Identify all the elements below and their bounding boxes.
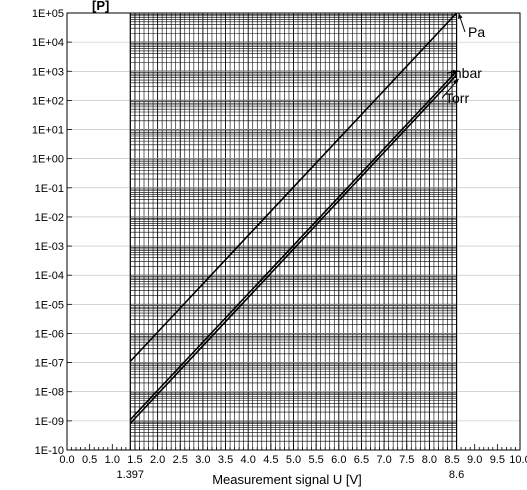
axes <box>66 12 521 451</box>
x-tick-label: 6.0 <box>331 454 346 466</box>
x-tick-label: 9.5 <box>490 454 505 466</box>
y-tick-label: 1E+05 <box>32 8 64 20</box>
y-tick-label: 1E-02 <box>35 212 64 224</box>
y-tick-label: 1E+03 <box>32 66 64 78</box>
y-tick-label: 1E-10 <box>35 445 64 457</box>
y-tick-label: 1E-08 <box>35 387 64 399</box>
y-tick-label: 1E-01 <box>35 183 64 195</box>
x-tick-label: 1.0 <box>105 454 120 466</box>
x-tick-label: 7.0 <box>376 454 391 466</box>
y-tick-label: 1E-09 <box>35 416 64 428</box>
y-tick-label: 1E+04 <box>32 37 64 49</box>
x-axis-label: Measurement signal U [V] <box>212 472 362 487</box>
y-tick-label: 1E-06 <box>35 328 64 340</box>
x-range-label: 1.397 <box>117 469 145 481</box>
series-line-torr <box>129 74 458 424</box>
x-tick-label: 2.5 <box>173 454 188 466</box>
x-tick-label: 2.0 <box>150 454 165 466</box>
series-label-torr: Torr <box>445 90 469 106</box>
series-label-pa: Pa <box>468 24 485 40</box>
series-line-pa <box>129 12 458 362</box>
series-label-mbar: mbar <box>450 65 482 81</box>
y-tick-label: 1E+00 <box>32 154 64 166</box>
y-tick-label: 1E+02 <box>32 95 64 107</box>
x-tick-label: 1.5 <box>127 454 142 466</box>
y-tick-label: 1E-04 <box>35 270 64 282</box>
x-tick-label: 5.5 <box>309 454 324 466</box>
x-tick-label: 5.0 <box>286 454 301 466</box>
x-tick-label: 4.0 <box>241 454 256 466</box>
x-tick-label: 0.5 <box>82 454 97 466</box>
series-arrowhead <box>458 13 463 19</box>
series-arrowhead <box>452 69 459 75</box>
y-tick-label: 1E-07 <box>35 358 64 370</box>
y-tick-label: 1E-03 <box>35 241 64 253</box>
labels-group: 0.0 0.5 1.0 1.5 2.0 2.5 3.0 3.5 4.0 4.5 5.0 5.5 6.0 6… <box>32 8 527 481</box>
x-range-label: 8.6 <box>449 469 464 481</box>
x-tick-label: 8.0 <box>422 454 437 466</box>
x-tick-label: 6.5 <box>354 454 369 466</box>
y-axis-label: [P] <box>92 0 109 13</box>
series-arrowhead <box>453 78 459 85</box>
x-tick-label: 10.0 <box>509 454 527 466</box>
x-tick-label: 8.5 <box>444 454 459 466</box>
y-tick-label: 1E-05 <box>35 299 64 311</box>
x-tick-label: 4.5 <box>263 454 278 466</box>
x-tick-label: 9.0 <box>467 454 482 466</box>
x-tick-label: 0.0 <box>59 454 74 466</box>
x-tick-label: 3.5 <box>218 454 233 466</box>
x-tick-label: 3.0 <box>195 454 210 466</box>
series-group <box>129 12 458 424</box>
series-line-mbar <box>129 70 458 421</box>
y-tick-label: 1E+01 <box>32 125 64 137</box>
x-tick-label: 7.5 <box>399 454 414 466</box>
